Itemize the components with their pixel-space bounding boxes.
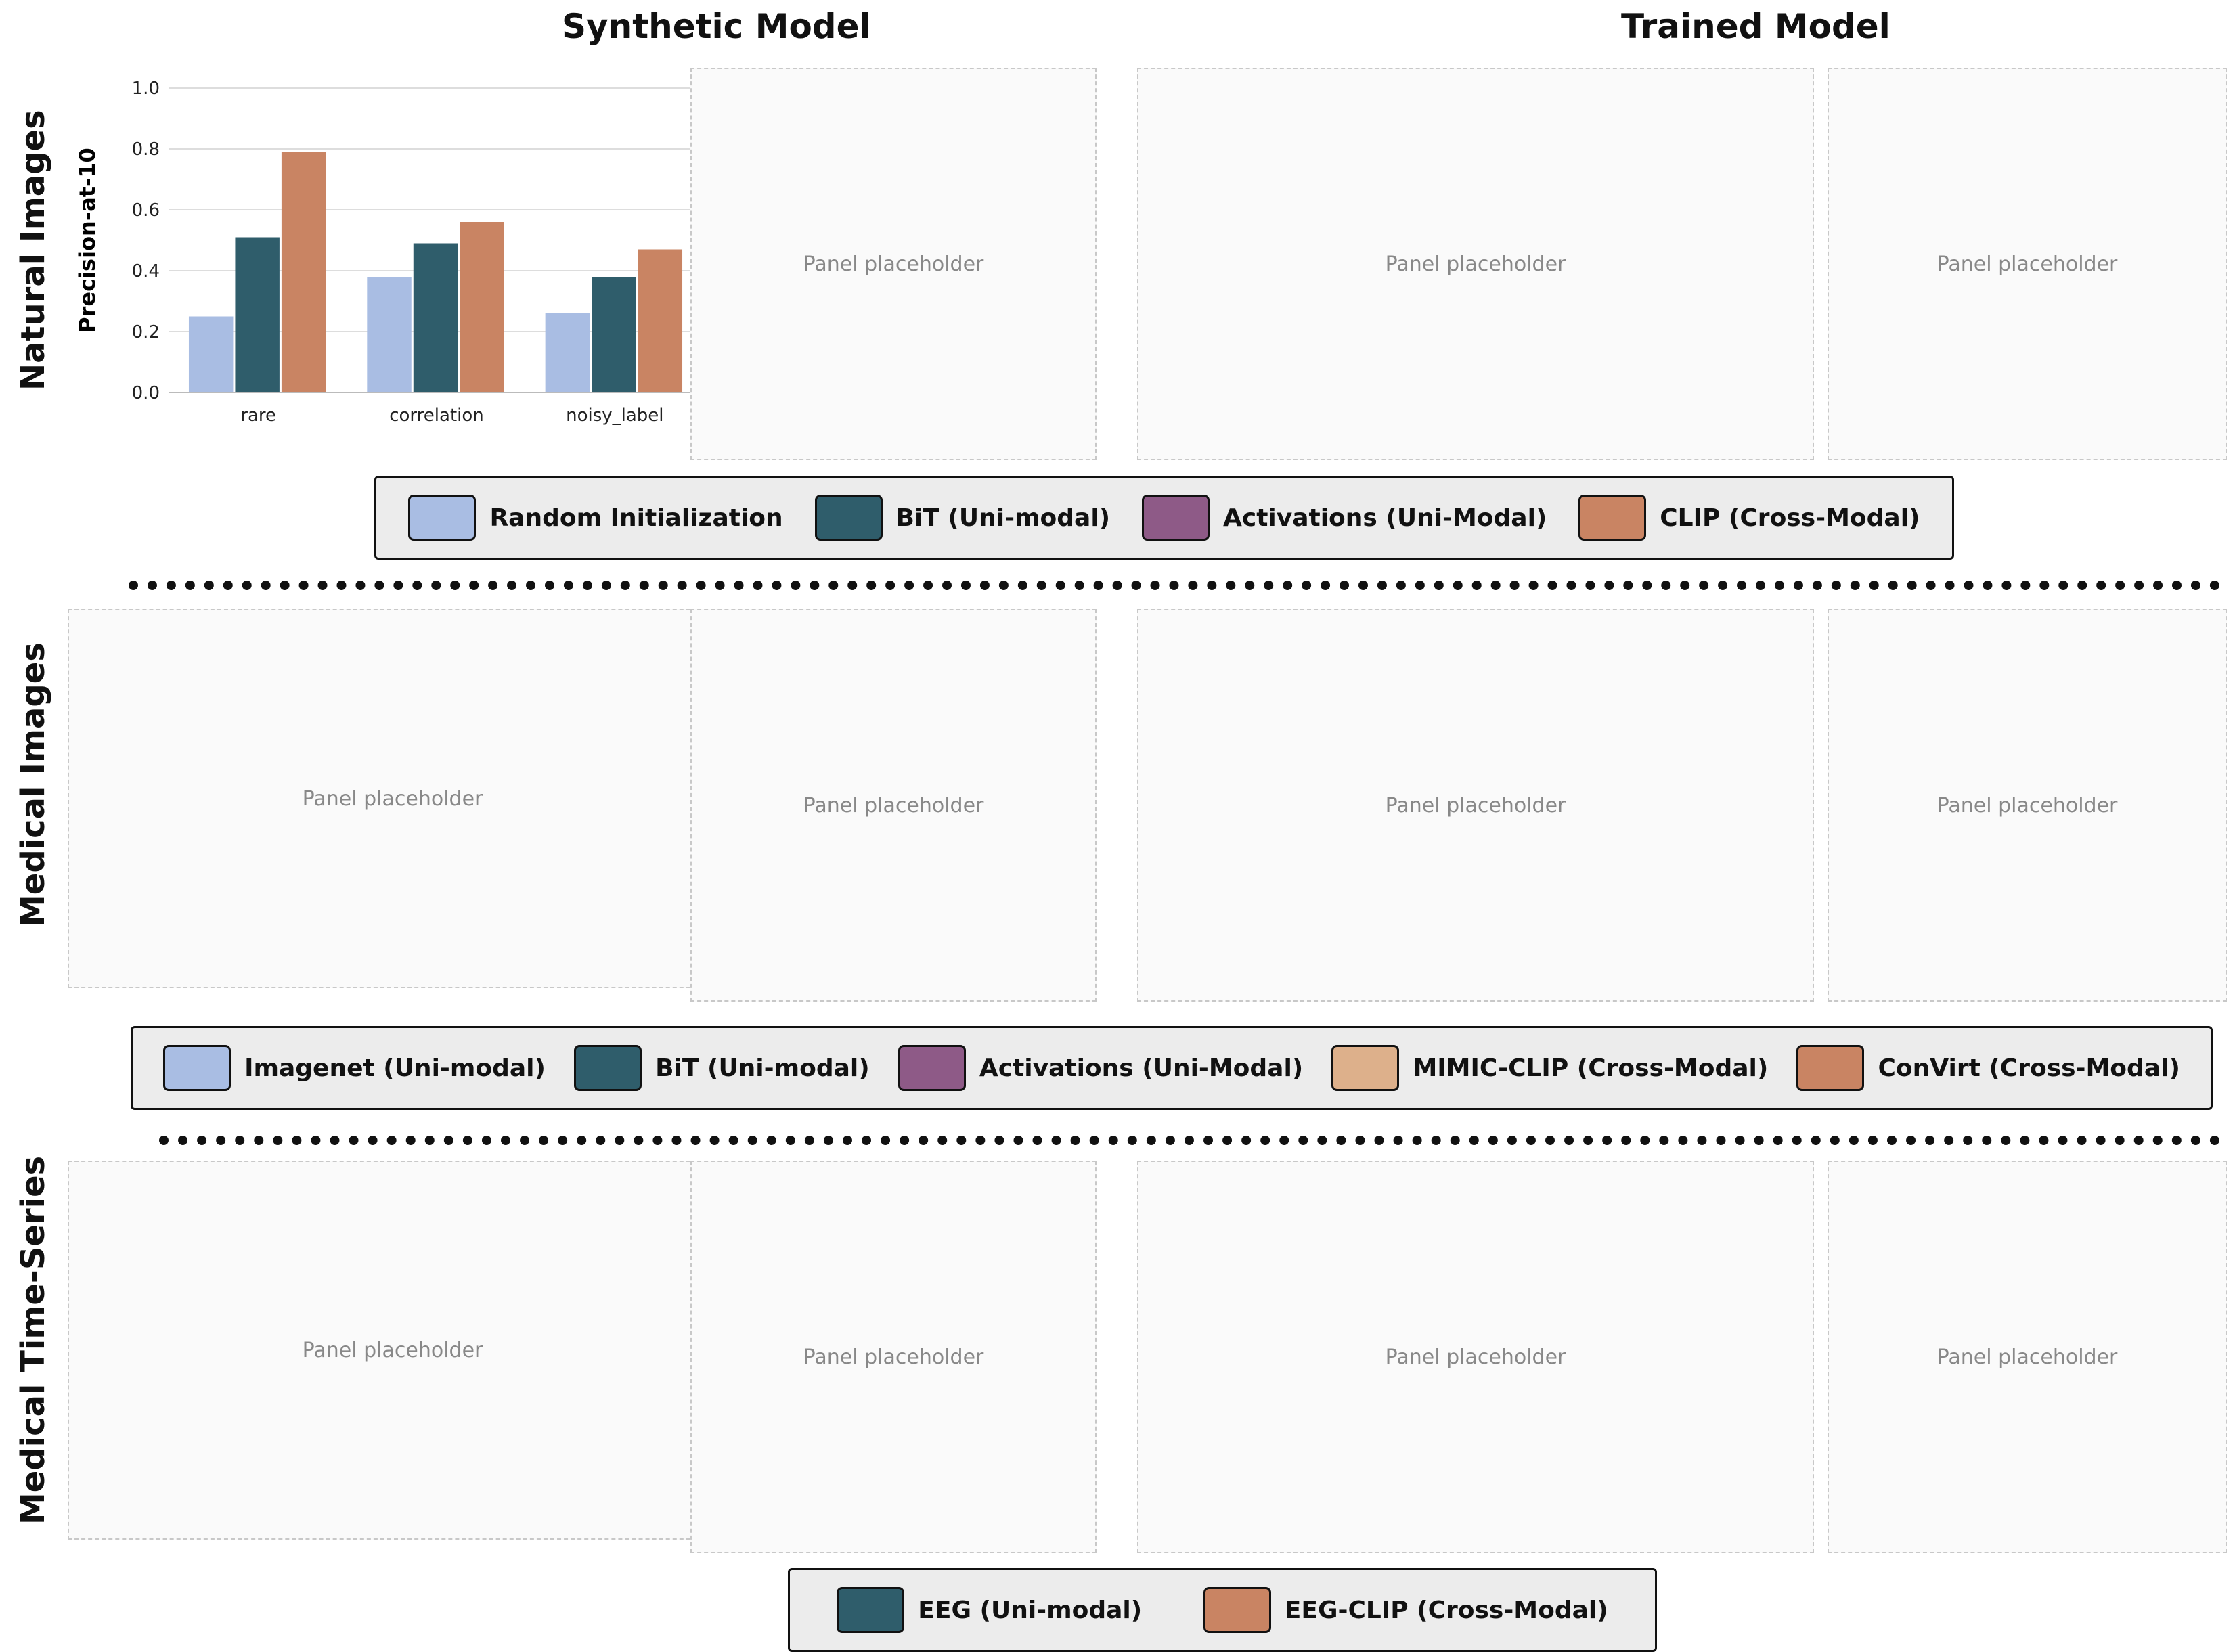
legend-item: ConVirt (Cross-Modal) — [1796, 1045, 2180, 1091]
bar — [188, 316, 234, 393]
bar — [638, 249, 683, 393]
legend-swatch — [1203, 1587, 1271, 1633]
legend-swatch — [814, 495, 883, 541]
legend-item: Imagenet (Uni-modal) — [163, 1045, 546, 1091]
legend-item: CLIP (Cross-Modal) — [1578, 495, 1920, 541]
x-tick-label: correlation — [389, 405, 484, 426]
legend-swatch — [1142, 495, 1210, 541]
y-tick-label: 0.2 — [132, 322, 160, 342]
bar — [592, 277, 636, 393]
legend-natural: Random Initialization BiT (Uni-modal) Ac… — [374, 476, 1954, 560]
y-tick-label: 0.0 — [132, 383, 160, 403]
legend-swatch — [574, 1045, 642, 1091]
legend-item: EEG-CLIP (Cross-Modal) — [1203, 1587, 1608, 1633]
panel-medical-synthetic-hist: Panel placeholder — [690, 609, 1097, 1002]
legend-item: Random Initialization — [408, 495, 783, 541]
legend-swatch — [1578, 495, 1647, 541]
legend-item: Activations (Uni-Modal) — [898, 1045, 1303, 1091]
legend-swatch — [837, 1587, 905, 1633]
legend-item: BiT (Uni-modal) — [814, 495, 1110, 541]
x-tick-label: noisy_label — [566, 405, 663, 426]
panel-medical-trained-hist: Panel placeholder — [1828, 609, 2227, 1002]
section-divider — [129, 581, 2220, 590]
panel-timeseries-trained-bar: Panel placeholder — [1137, 1161, 1814, 1553]
bar — [460, 222, 504, 393]
y-tick-label: 0.6 — [132, 200, 160, 221]
panel-natural-trained-hist: Panel placeholder — [1828, 68, 2227, 460]
bar — [367, 277, 412, 393]
section-divider — [159, 1136, 2220, 1145]
legend-item: BiT (Uni-modal) — [574, 1045, 870, 1091]
y-axis-label: Precision-at-10 — [74, 148, 100, 333]
column-title-synthetic: Synthetic Model — [562, 7, 871, 46]
legend-swatch — [1331, 1045, 1400, 1091]
panel-timeseries-trained-hist: Panel placeholder — [1828, 1161, 2227, 1553]
panel-medical-trained-bar: Panel placeholder — [1137, 609, 1814, 1002]
legend-item: EEG (Uni-modal) — [837, 1587, 1142, 1633]
panel-medical-synthetic-bar: Panel placeholder — [68, 609, 717, 988]
legend-swatch — [898, 1045, 966, 1091]
bar — [413, 243, 458, 393]
row-title-medical: Medical Images — [14, 642, 52, 928]
row-title-timeseries: Medical Time-Series — [14, 1155, 52, 1525]
y-tick-label: 0.4 — [132, 261, 160, 282]
bar — [235, 237, 280, 393]
legend-swatch — [163, 1045, 231, 1091]
x-tick-label: rare — [240, 405, 276, 426]
panel-timeseries-synthetic-bar: Panel placeholder — [68, 1161, 717, 1540]
legend-swatch — [408, 495, 477, 541]
panel-timeseries-synthetic-hist: Panel placeholder — [690, 1161, 1097, 1553]
sample-bar-chart: 0.0 0.2 0.4 0.6 0.8 1.0 Precision-at-10 rare cor… — [74, 79, 704, 426]
panel-natural-trained-bar: Panel placeholder — [1137, 68, 1814, 460]
y-tick-label: 1.0 — [132, 79, 160, 99]
column-title-trained: Trained Model — [1621, 7, 1890, 46]
legend-timeseries: EEG (Uni-modal) EEG-CLIP (Cross-Modal) — [788, 1568, 1657, 1652]
legend-item: MIMIC-CLIP (Cross-Modal) — [1331, 1045, 1768, 1091]
row-title-natural: Natural Images — [14, 110, 52, 391]
bar — [281, 152, 326, 393]
y-tick-label: 0.8 — [132, 139, 160, 160]
legend-swatch — [1796, 1045, 1865, 1091]
panel-natural-synthetic-hist: Panel placeholder — [690, 68, 1097, 460]
legend-item: Activations (Uni-Modal) — [1142, 495, 1547, 541]
bar — [545, 313, 590, 393]
legend-medical: Imagenet (Uni-modal) BiT (Uni-modal) Act… — [131, 1026, 2213, 1110]
